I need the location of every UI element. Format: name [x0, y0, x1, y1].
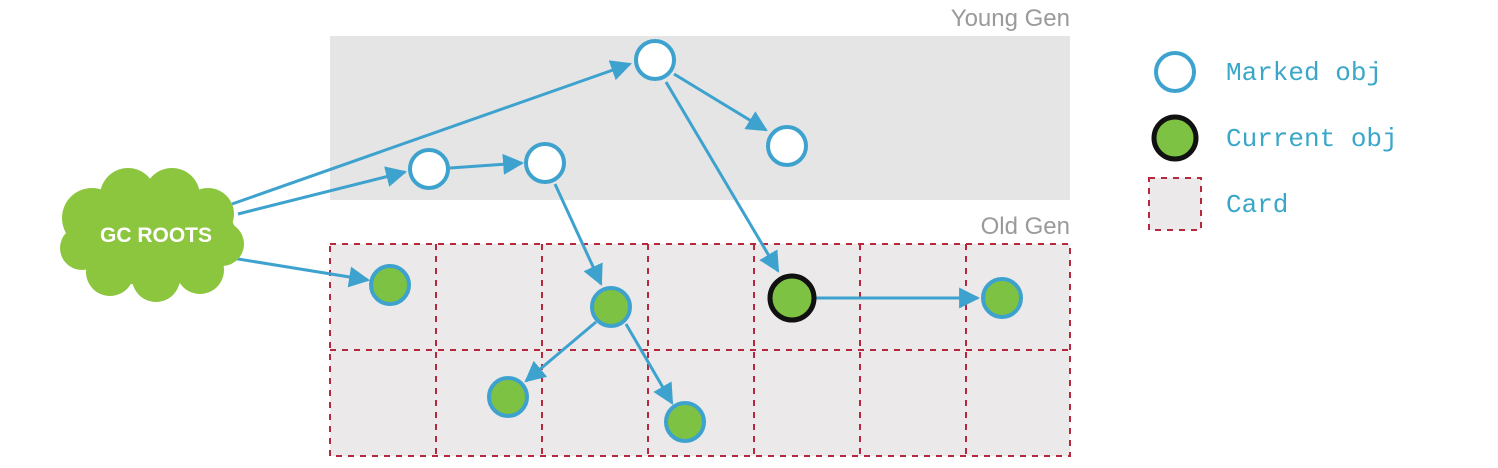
old-gen-objects: [369, 264, 1023, 443]
arrow-young-mid-to-old-center: [553, 183, 603, 286]
young-gen-region: [330, 36, 1070, 200]
marked-obj: [524, 142, 566, 184]
arrow-old-center-to-old-left: [524, 320, 597, 383]
marked-obj-green: [369, 264, 411, 306]
card-grid: [329, 243, 1071, 457]
card-grid-border: [329, 243, 1071, 457]
legend-card-swatch: [1148, 177, 1202, 231]
current-obj: [767, 273, 817, 323]
old-gen-label: Old Gen: [981, 213, 1070, 240]
legend-card-label: Card: [1226, 190, 1288, 220]
legend-marked-label: Marked obj: [1226, 58, 1382, 88]
young-gen-objects: [408, 39, 808, 190]
marked-obj: [408, 148, 450, 190]
marked-obj: [634, 39, 676, 81]
marked-obj-green: [590, 286, 632, 328]
gc-roots-label: GC ROOTS: [100, 224, 212, 247]
legend-marked-swatch: [1154, 51, 1196, 93]
marked-obj-green: [981, 277, 1023, 319]
legend: Marked obj Current obj Card: [1148, 51, 1398, 231]
arrow-young-top-to-current: [664, 81, 780, 273]
arrow-roots-to-young-top: [231, 60, 632, 206]
arrow-roots-to-old-obj: [231, 256, 371, 288]
marked-obj: [766, 125, 808, 167]
gc-roots-cloud: [60, 168, 244, 302]
arrow-roots-to-young-left: [237, 166, 408, 216]
arrow-young-top-to-young-right: [673, 72, 768, 132]
reference-arrows: [231, 60, 981, 405]
legend-current-label: Current obj: [1226, 124, 1398, 154]
arrow-old-center-to-old-right: [624, 323, 674, 405]
marked-obj-green: [664, 401, 706, 443]
legend-current-swatch: [1151, 114, 1199, 162]
arrow-young-left-to-young-mid: [449, 153, 525, 175]
young-gen-label: Young Gen: [951, 5, 1070, 32]
marked-obj-green: [487, 376, 529, 418]
